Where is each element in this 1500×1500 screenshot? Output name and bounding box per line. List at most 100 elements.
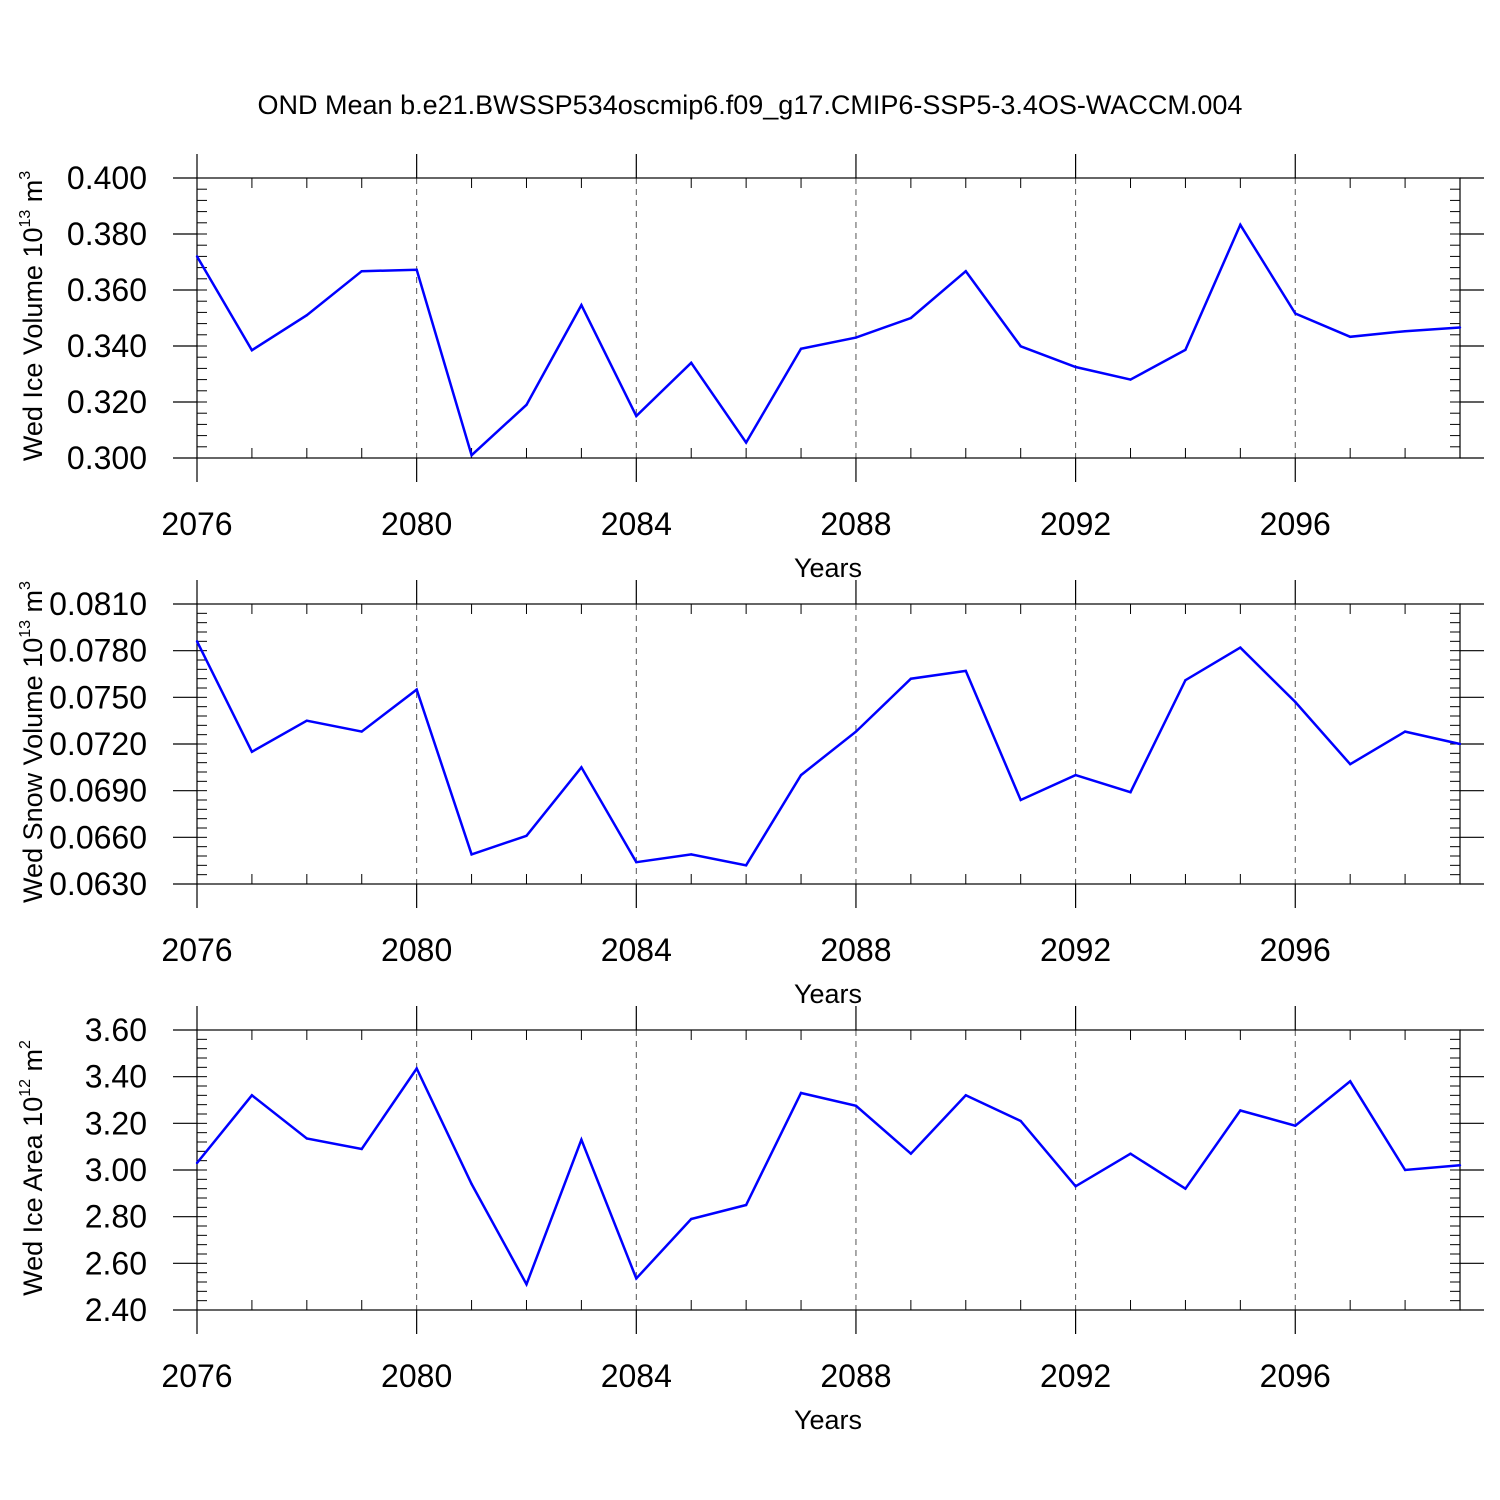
series-line [195, 222, 1461, 458]
data-point [580, 766, 583, 769]
data-point [470, 853, 473, 856]
y-tick-label: 0.0660 [49, 819, 147, 855]
x-tick-label: 2088 [820, 1358, 891, 1394]
x-tick-label: 2080 [381, 932, 452, 968]
y-tick-label: 2.80 [85, 1199, 147, 1235]
x-tick-label: 2092 [1040, 506, 1111, 542]
y-tick-label: 3.60 [85, 1012, 147, 1048]
data-point [250, 349, 254, 352]
data-point [909, 677, 913, 680]
y-tick-label: 0.320 [67, 384, 147, 420]
x-tick-label: 2080 [381, 506, 452, 542]
data-point [1074, 365, 1077, 369]
plot-frame [196, 177, 1461, 459]
y-tick-label: 0.0720 [49, 726, 147, 762]
data-point [1074, 1185, 1077, 1188]
data-point [690, 1217, 693, 1221]
data-point [1294, 312, 1297, 315]
data-point [1403, 1168, 1407, 1172]
data-point [744, 864, 748, 867]
data-point [525, 834, 528, 837]
x-axis-label: Years [794, 1405, 862, 1435]
data-point [799, 773, 803, 777]
data-point [799, 347, 803, 350]
data-point [1019, 1119, 1022, 1123]
y-tick-label: 0.360 [67, 272, 147, 308]
data-point [854, 336, 858, 339]
data-point [909, 1152, 913, 1155]
y-tick-label: 0.0780 [49, 633, 147, 669]
data-point [360, 270, 363, 273]
x-tick-label: 2084 [601, 932, 672, 968]
y-tick-label: 0.0750 [49, 679, 147, 715]
y-axis-label: Wed Snow Volume 1013 m3 [17, 581, 48, 903]
data-point [635, 1277, 638, 1280]
y-tick-label: 0.300 [67, 440, 147, 476]
x-tick-label: 2088 [820, 932, 891, 968]
data-point [305, 1137, 309, 1140]
data-point [635, 414, 638, 418]
y-tick-label: 0.0630 [49, 866, 147, 902]
data-point [690, 361, 693, 364]
data-point [415, 1067, 418, 1070]
data-point [964, 669, 967, 673]
data-point [525, 1283, 528, 1286]
series-line [195, 640, 1461, 867]
data-point [909, 316, 913, 320]
data-point [1294, 700, 1297, 704]
data-point [1458, 1164, 1462, 1167]
y-axis-label: Wed Ice Volume 1013 m3 [17, 171, 48, 461]
data-point [360, 1147, 363, 1151]
plot-frame [196, 603, 1461, 885]
x-tick-label: 2096 [1260, 1358, 1331, 1394]
data-point [580, 1138, 583, 1141]
data-point [1019, 798, 1022, 802]
data-point [854, 730, 858, 733]
data-point [1184, 679, 1187, 682]
data-point [1458, 742, 1462, 746]
data-point [195, 255, 199, 258]
data-point [1129, 791, 1132, 794]
y-tick-label: 0.400 [67, 160, 147, 196]
x-axis-label: Years [794, 553, 862, 583]
x-tick-label: 2096 [1260, 506, 1331, 542]
x-axis-label: Years [794, 979, 862, 1009]
data-point [744, 1203, 748, 1207]
data-point [470, 1182, 473, 1186]
data-point [250, 750, 254, 753]
y-axis-label: Wed Ice Area 1012 m2 [17, 1040, 48, 1296]
x-tick-label: 2076 [161, 506, 232, 542]
data-point [1239, 223, 1242, 226]
panel-3: 2.40 2.60 2.80 3.00 3.20 3.40 3.60 2076 2080 2084… [17, 1006, 1484, 1435]
plot-frame [196, 1029, 1461, 1311]
data-point [1403, 730, 1407, 733]
data-point [250, 1094, 254, 1097]
y-tick-label: 2.40 [85, 1292, 147, 1328]
data-point [854, 1104, 858, 1108]
data-point [415, 268, 418, 272]
y-tick-label: 3.00 [85, 1152, 147, 1188]
data-point [1348, 335, 1352, 338]
data-point [415, 688, 418, 691]
data-point [1129, 378, 1132, 381]
y-tick-label: 0.0810 [49, 586, 147, 622]
x-tick-label: 2088 [820, 506, 891, 542]
panel-2: 0.0630 0.0660 0.0690 0.0720 0.0750 0.0780 0.08… [17, 580, 1484, 1009]
panel-1: 0.300 0.320 0.340 0.360 0.380 0.400 2076 2080 20… [17, 154, 1484, 583]
data-point [1403, 329, 1407, 333]
data-point [1129, 1152, 1132, 1155]
data-point [964, 270, 967, 273]
data-point [1184, 348, 1187, 352]
data-point [580, 303, 583, 307]
data-point [635, 861, 638, 864]
data-point [690, 853, 693, 856]
y-tick-label: 0.0690 [49, 773, 147, 809]
data-point [1184, 1187, 1187, 1190]
data-point [195, 640, 199, 643]
y-tick-label: 3.20 [85, 1105, 147, 1141]
x-tick-label: 2076 [161, 932, 232, 968]
x-tick-label: 2096 [1260, 932, 1331, 968]
data-point [360, 730, 363, 733]
data-point [1239, 646, 1242, 649]
